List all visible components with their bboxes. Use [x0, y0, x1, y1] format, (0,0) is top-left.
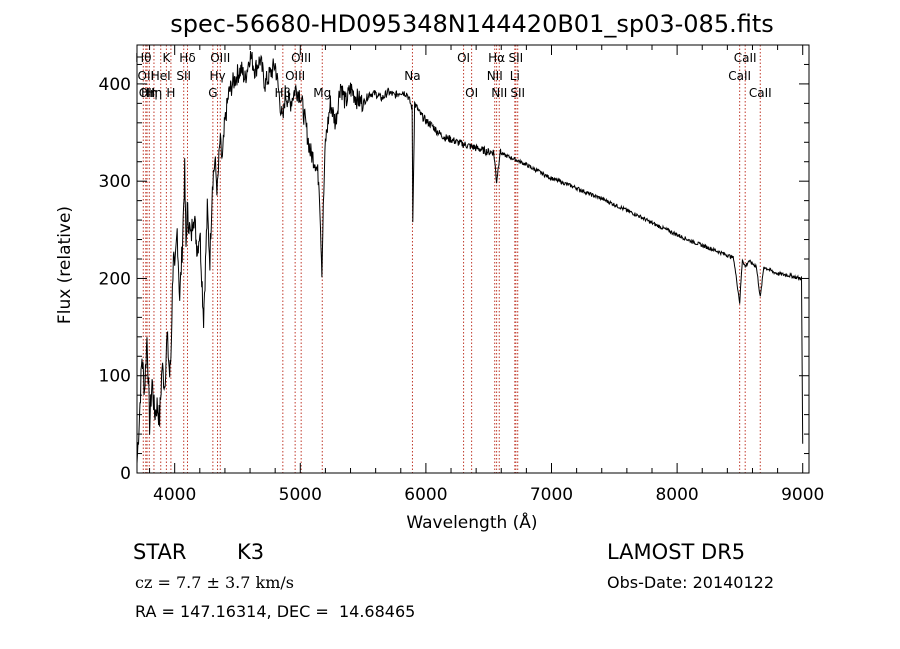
line-label-10: G — [208, 86, 217, 100]
x-tick-label: 8000 — [655, 485, 698, 505]
x-tick-label: 9000 — [781, 485, 824, 505]
x-tick-label: 6000 — [404, 485, 447, 505]
object-class: STAR — [133, 540, 187, 564]
line-label-19: OI — [465, 86, 478, 100]
spectral-line-markers — [142, 45, 761, 473]
survey-label: LAMOST DR5 — [607, 540, 746, 564]
line-label-24: SII — [508, 51, 523, 65]
line-label-23: Li — [510, 69, 520, 83]
observation-date: Obs-Date: 20140122 — [607, 573, 775, 592]
y-tick-label: 300 — [99, 172, 131, 192]
line-label-21: Hα — [488, 51, 505, 65]
y-axis: 0 100 200 300 400 — [99, 44, 809, 484]
line-label-7: H — [166, 86, 175, 100]
y-tick-label: 0 — [120, 464, 131, 484]
spectral-line-labels: HθOIIOIIHηHηHeIKHSIIHδGHγOIIIHβOIIIOIIIM… — [135, 51, 772, 100]
chart-title: spec-56680-HD095348N144420B01_sp03-085.f… — [170, 10, 774, 38]
line-label-14: OIII — [285, 69, 305, 83]
line-label-26: CaII — [728, 69, 751, 83]
y-axis-label: Flux (relative) — [55, 206, 75, 324]
x-tick-label: 5000 — [279, 485, 322, 505]
spectrum-line — [136, 50, 804, 464]
x-axis: 4000 5000 6000 7000 8000 9000 — [149, 45, 824, 505]
x-tick-label: 7000 — [530, 485, 573, 505]
y-tick-label: 400 — [99, 75, 131, 95]
x-axis-label: Wavelength (Å) — [406, 511, 537, 533]
line-label-3: Hη — [141, 86, 158, 100]
line-label-4: Hη — [146, 86, 163, 100]
line-label-27: CaII — [734, 51, 757, 65]
line-label-8: SII — [176, 69, 191, 83]
object-subclass: K3 — [237, 540, 265, 564]
line-label-2: OII — [139, 86, 156, 100]
line-label-20: NII — [487, 69, 503, 83]
line-label-12: OIII — [210, 51, 230, 65]
line-label-0: Hθ — [135, 51, 151, 65]
y-tick-label: 100 — [99, 367, 131, 387]
line-label-9: Hδ — [179, 51, 195, 65]
line-label-22: NII — [491, 86, 507, 100]
redshift-readout: cz = 7.7 ± 3.7 km/s — [135, 573, 294, 592]
line-label-11: Hγ — [209, 69, 225, 83]
line-label-15: OIII — [291, 51, 311, 65]
line-label-6: K — [162, 51, 171, 65]
x-tick-label: 4000 — [153, 485, 196, 505]
line-label-17: Na — [404, 69, 420, 83]
line-label-25: SII — [510, 86, 525, 100]
coordinates-readout: RA = 147.16314, DEC = 14.68465 — [135, 602, 416, 621]
line-label-18: OI — [457, 51, 470, 65]
line-label-28: CaII — [749, 86, 772, 100]
plot-frame — [136, 44, 810, 474]
line-label-1: OII — [138, 69, 155, 83]
line-label-16: Mg — [313, 86, 331, 100]
y-tick-label: 200 — [99, 269, 131, 289]
line-label-5: HeI — [151, 69, 171, 83]
